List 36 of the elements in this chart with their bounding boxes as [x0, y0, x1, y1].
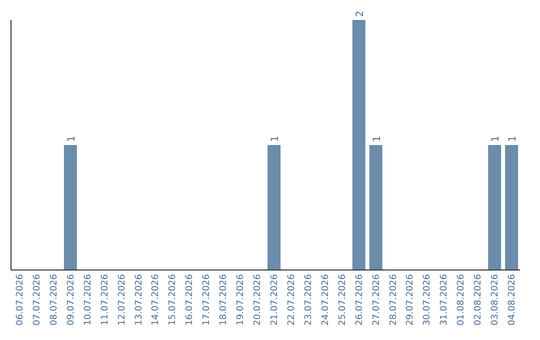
data-label: 2	[354, 10, 366, 17]
x-tick-label: 31.07.2026	[440, 274, 450, 326]
x-tick-label: 30.07.2026	[422, 274, 433, 326]
x-tick-label: 13.07.2026	[134, 274, 144, 326]
data-label: 1	[270, 136, 282, 142]
x-tick-label: 12.07.2026	[117, 274, 128, 326]
x-tick-label: 27.07.2026	[372, 274, 382, 326]
x-tick-label: 14.07.2026	[151, 274, 162, 326]
x-tick-label: 10.07.2026	[83, 274, 94, 326]
x-tick-label: 04.08.2026	[508, 274, 518, 326]
x-tick-label: 11.07.2026	[100, 274, 110, 326]
x-tick-label: 18.07.2026	[219, 274, 230, 326]
x-tick-label: 28.07.2026	[388, 274, 399, 326]
x-tick-label: 09.07.2026	[66, 274, 76, 326]
data-label: 1	[66, 136, 78, 142]
x-tick-label: 29.07.2026	[406, 274, 416, 326]
data-label: 1	[372, 136, 383, 142]
x-tick-label: 01.08.2026	[456, 274, 467, 326]
data-label: 1	[490, 136, 502, 142]
x-tick-label: 02.08.2026	[474, 274, 484, 326]
x-tick-label: 19.07.2026	[236, 274, 246, 326]
x-tick-label: 06.07.2026	[15, 274, 26, 326]
x-tick-label: 23.07.2026	[304, 274, 314, 326]
data-label: 1	[508, 136, 519, 142]
x-tick-label: 17.07.2026	[202, 274, 212, 326]
x-tick-label: 25.07.2026	[338, 274, 348, 326]
x-tick-label: 21.07.2026	[270, 274, 280, 326]
x-tick-label: 26.07.2026	[354, 274, 365, 326]
x-tick-label: 16.07.2026	[185, 274, 196, 326]
x-tick-label: 08.07.2026	[49, 274, 60, 326]
x-tick-label: 03.08.2026	[490, 274, 501, 326]
x-tick-label: 20.07.2026	[253, 274, 264, 326]
x-tick-label: 15.07.2026	[168, 274, 178, 326]
x-tick-label: 22.07.2026	[286, 274, 297, 326]
x-tick-label: 07.07.2026	[32, 274, 42, 326]
x-tick-label: 24.07.2026	[320, 274, 331, 326]
